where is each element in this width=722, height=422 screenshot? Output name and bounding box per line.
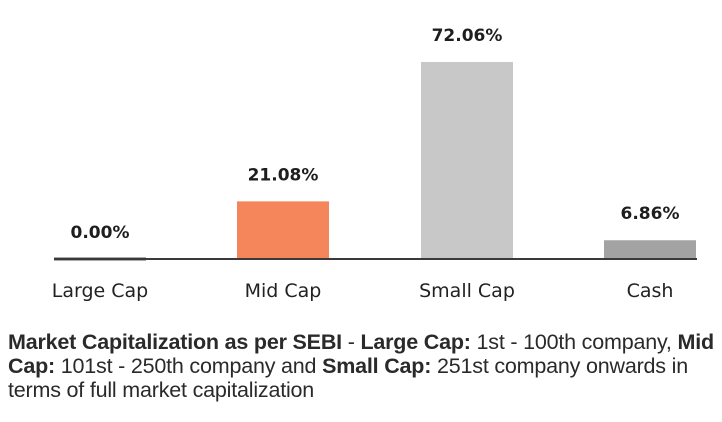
value-label-large-cap: 0.00% — [71, 223, 130, 243]
note-text: 1st - 100th company, — [470, 330, 678, 354]
category-label-cash: Cash — [627, 280, 674, 302]
note-bold-text: Mid Cap: — [8, 330, 714, 378]
value-label-cash: 6.86% — [621, 204, 680, 224]
market-cap-bar-chart: 0.00% 21.08% 72.06% 6.86% Large Cap Mid Cap S… — [52, 26, 697, 302]
value-label-mid-cap: 21.08% — [248, 165, 319, 185]
value-labels-group: 0.00% 21.08% 72.06% 6.86% — [71, 26, 680, 243]
note-bold-text: Large Cap: — [360, 330, 471, 354]
bar-small-cap — [421, 62, 513, 259]
note-bold-text: Small Cap: — [322, 354, 432, 378]
note-bold-text: Market Capitalization as per SEBI — [8, 330, 342, 354]
category-labels-group: Large Cap Mid Cap Small Cap Cash — [52, 280, 674, 302]
note-text: 101st - 250th company and — [54, 354, 323, 378]
bar-cash — [604, 240, 696, 259]
bars-group — [54, 62, 696, 261]
note-text: - — [341, 330, 361, 354]
note-text: 251st company onwards in terms of full m… — [8, 354, 688, 402]
category-label-mid-cap: Mid Cap — [245, 280, 322, 302]
market-cap-definition-note: Market Capitalization as per SEBI - Larg… — [8, 330, 720, 402]
category-label-large-cap: Large Cap — [52, 280, 148, 302]
bar-mid-cap — [237, 201, 329, 259]
category-label-small-cap: Small Cap — [419, 280, 515, 302]
value-label-small-cap: 72.06% — [432, 26, 503, 46]
